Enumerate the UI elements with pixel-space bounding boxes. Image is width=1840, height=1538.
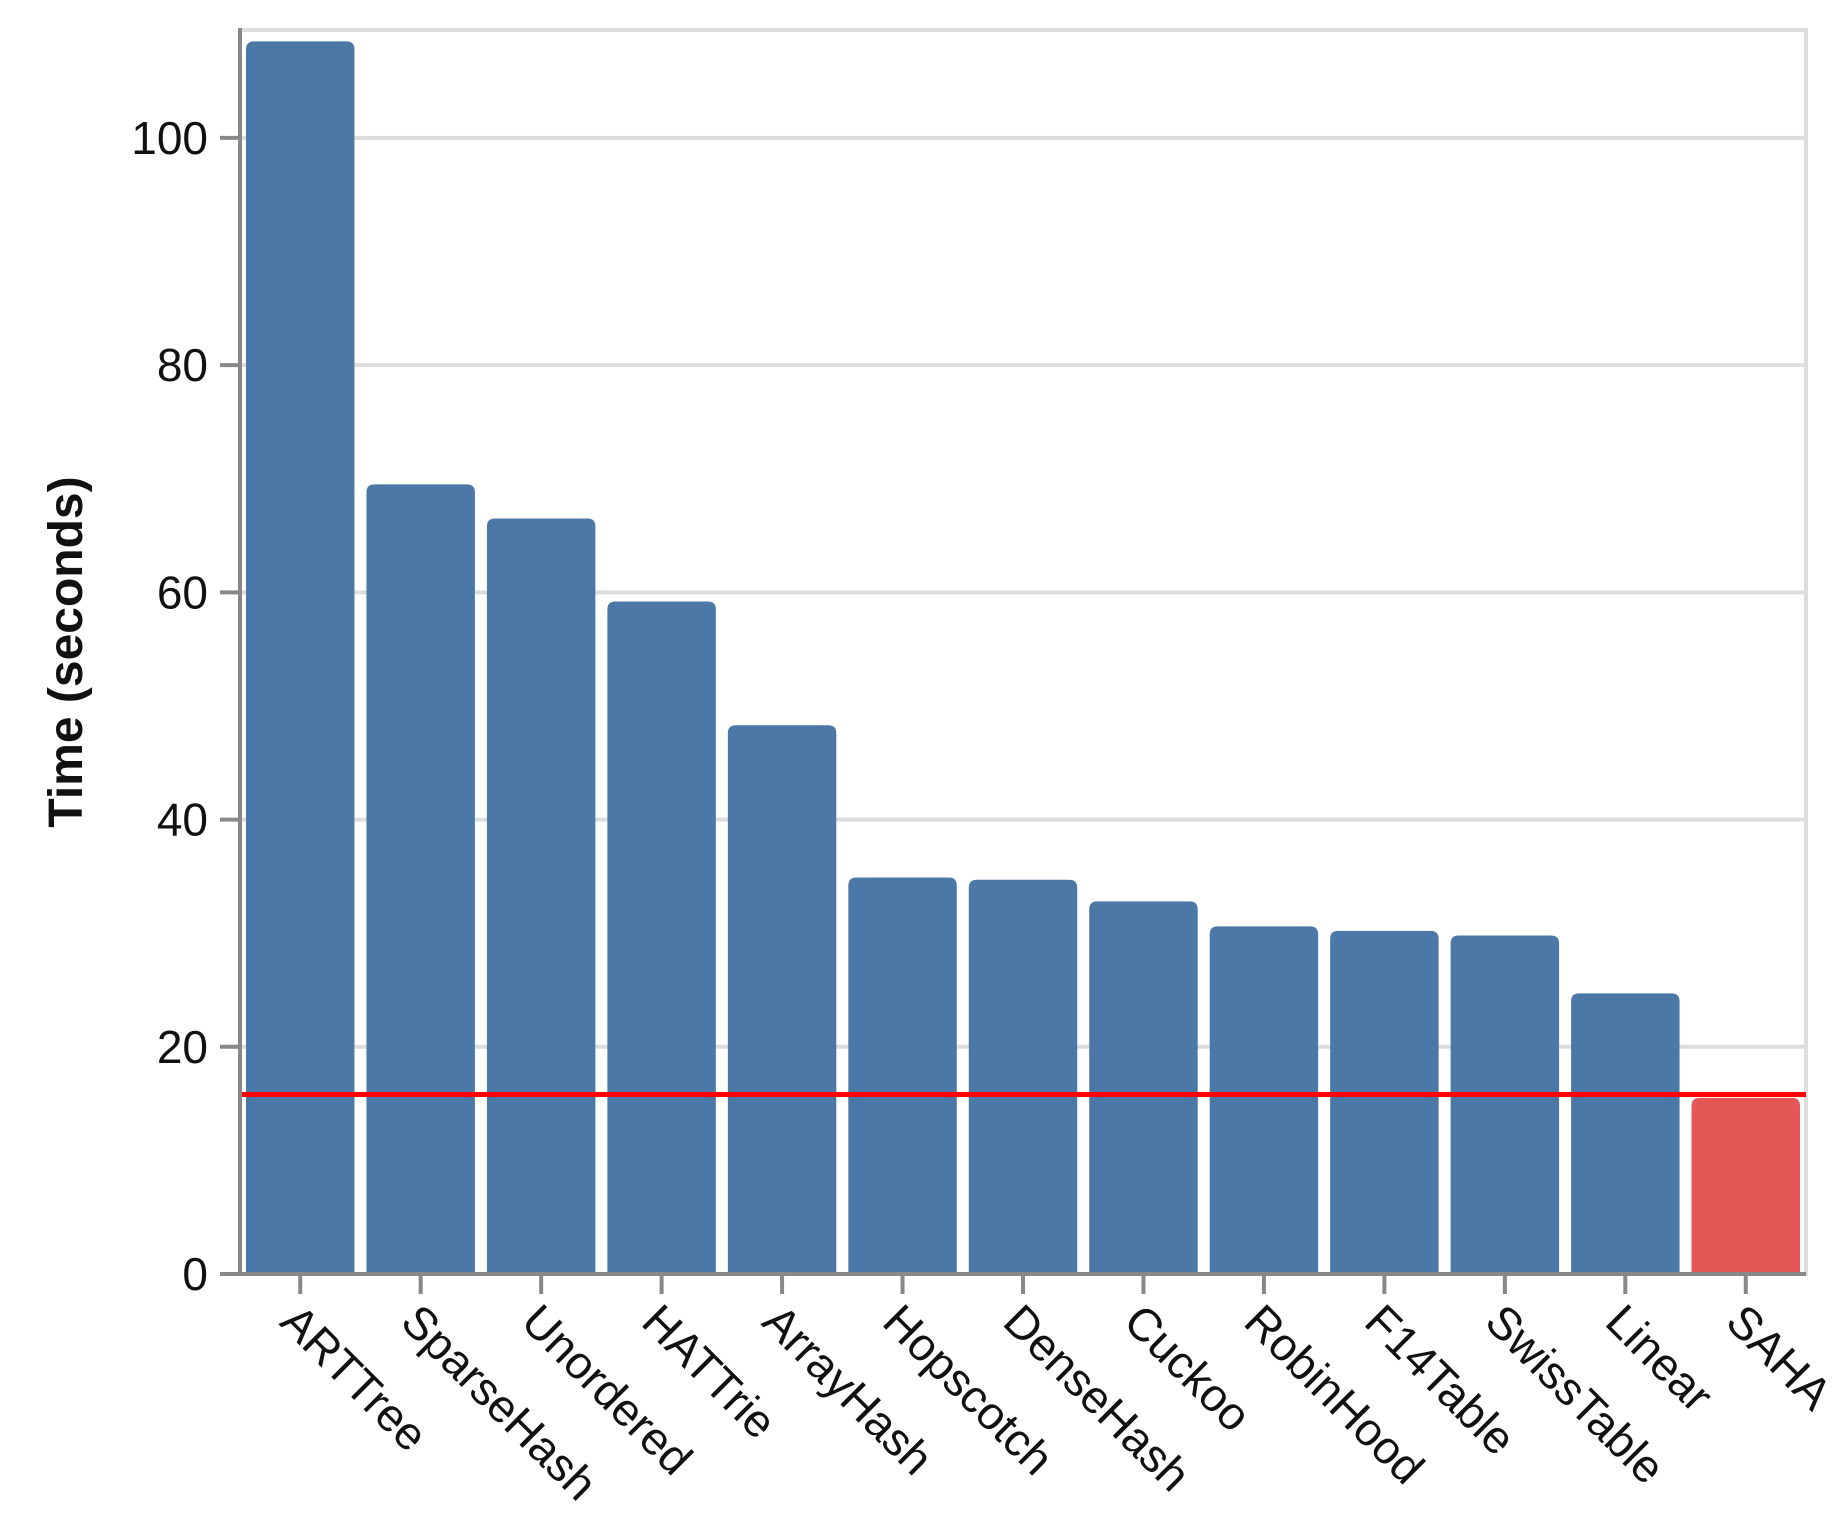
- x-tick-labels: ARTTreeSparseHashUnorderedHATTrieArrayHa…: [271, 1294, 1840, 1510]
- bar-linear: [1571, 993, 1680, 1274]
- y-tick-labels: 0 20 40 60 80 100: [131, 112, 208, 1300]
- bar-arrayhash: [727, 725, 837, 1274]
- y-tick-label: 100: [131, 112, 208, 164]
- axes: [220, 28, 1806, 1294]
- bar-saha: [1691, 1097, 1800, 1274]
- y-tick-label: 80: [157, 339, 208, 391]
- x-tick-label: SAHA: [1717, 1294, 1840, 1420]
- bar-f14table: [1330, 930, 1439, 1274]
- bar-cuckoo: [1089, 901, 1198, 1274]
- bar-arttree: [246, 41, 355, 1275]
- y-tick-label: 40: [157, 794, 208, 846]
- bar-robinhood: [1209, 926, 1319, 1274]
- y-axis-title: Time (seconds): [40, 476, 93, 827]
- y-tick-label: 20: [157, 1021, 208, 1073]
- bar-unordered: [486, 518, 596, 1274]
- bar-hattrie: [607, 601, 716, 1274]
- bar-sparsehash: [366, 484, 475, 1275]
- bar-hopscotch: [848, 877, 957, 1274]
- y-tick-label: 0: [182, 1248, 208, 1300]
- bar-swisstable: [1450, 935, 1560, 1274]
- bar-densehash: [968, 879, 1078, 1274]
- bars: [246, 41, 1800, 1275]
- y-tick-label: 60: [157, 566, 208, 618]
